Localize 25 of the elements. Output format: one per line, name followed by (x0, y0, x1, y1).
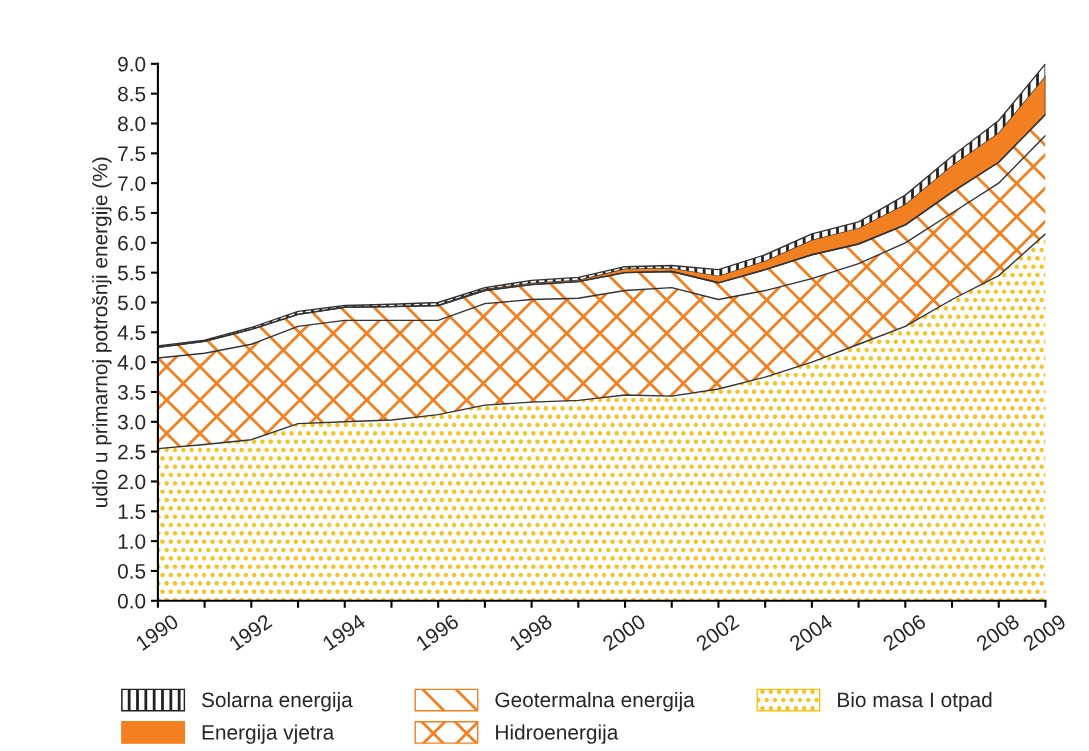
y-tick-label: 7.0 (118, 176, 146, 191)
y-tick-label: 5.0 (117, 295, 146, 311)
y-tick-label: 6.0 (118, 235, 146, 251)
y-tick-label: 3.0 (117, 414, 146, 430)
legend-label: Solarna energija (201, 691, 353, 712)
y-tick-label: 3.5 (117, 384, 146, 400)
y-tick-label: 4.0 (117, 355, 146, 370)
y-tick-label: 1.5 (118, 504, 146, 520)
y-tick-label: 5.5 (117, 265, 146, 281)
y-tick-label: 9.0 (118, 56, 146, 72)
legend-label: Energija vjetra (202, 724, 335, 744)
legend-label: Hidroenergija (496, 724, 619, 744)
legend-label: Geotermalna energija (495, 691, 695, 712)
y-axis-title: udio u primarnoj potrošnji energije (%) (92, 157, 112, 507)
legend-label: Bio masa I otpad (838, 691, 992, 712)
y-tick-label: 8.0 (118, 116, 146, 132)
y-tick-label: 0.5 (117, 563, 146, 579)
y-tick-label: 6.5 (118, 205, 146, 221)
y-tick-label: 2.5 (118, 444, 146, 460)
y-tick-label: 0.0 (117, 593, 146, 609)
y-tick-label: 2.0 (118, 474, 146, 490)
y-tick-label: 7.5 (118, 146, 146, 162)
y-tick-label: 1.0 (118, 534, 146, 549)
y-tick-label: 8.5 (118, 86, 146, 102)
y-tick-label: 4.5 (117, 325, 146, 341)
